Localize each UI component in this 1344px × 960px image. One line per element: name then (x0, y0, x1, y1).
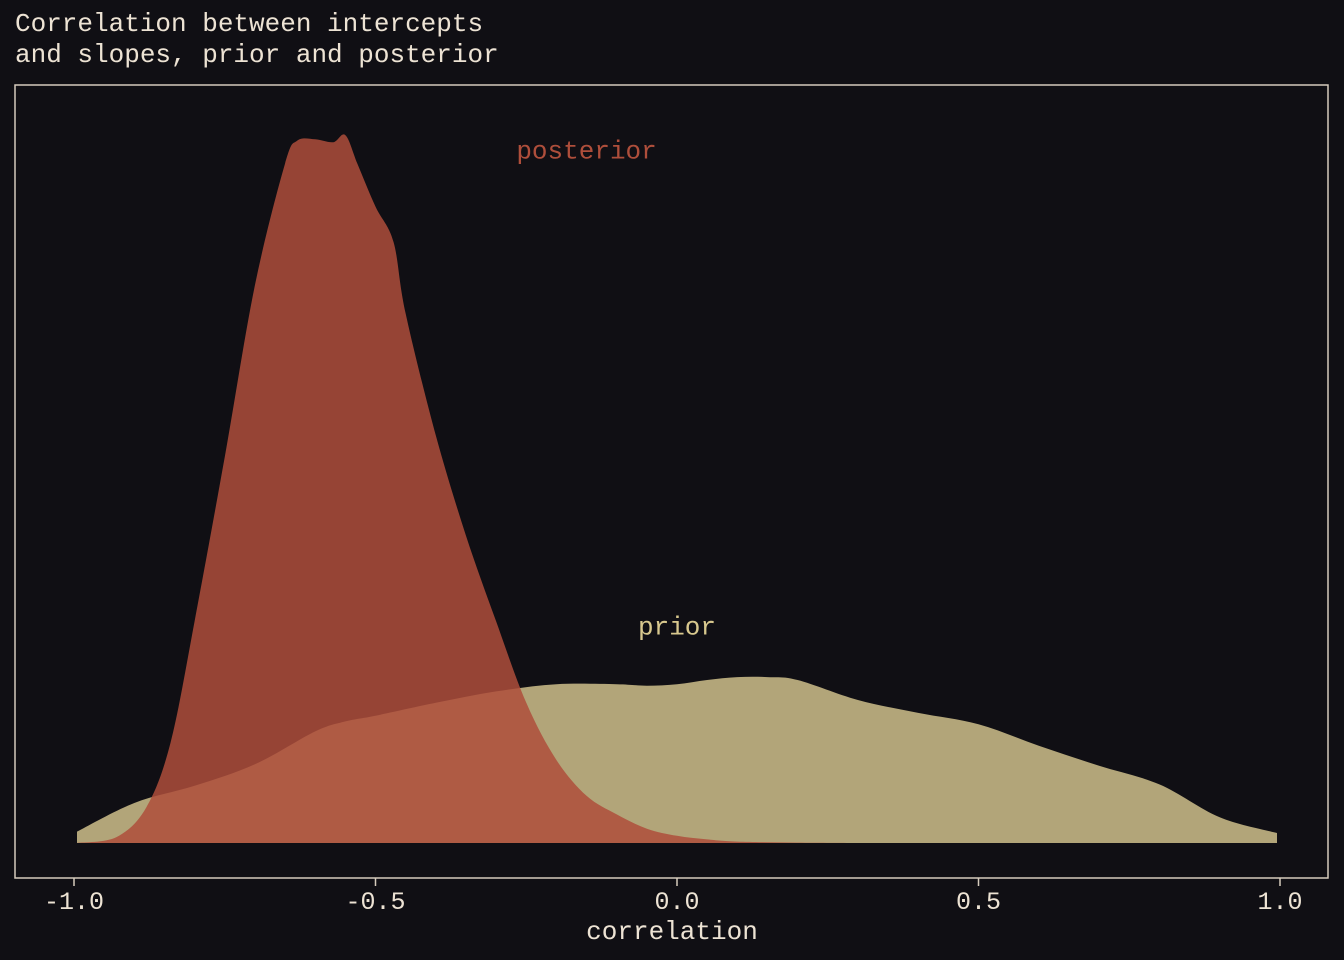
x-axis: -1.0 -0.5 0.0 0.5 1.0 (44, 878, 1303, 917)
density-areas (77, 134, 1277, 843)
x-tick-label: 1.0 (1257, 888, 1302, 917)
x-tick-label: -1.0 (44, 888, 104, 917)
series-label-posterior: posterior (516, 136, 656, 166)
x-tick-label: 0.0 (654, 888, 699, 917)
x-tick-label: -0.5 (345, 888, 405, 917)
chart-title-line-2: and slopes, prior and posterior (15, 40, 499, 70)
x-axis-label: correlation (586, 917, 758, 947)
plot-panel (14, 84, 1329, 879)
series-annotations: posterior prior (516, 136, 716, 642)
chart-title-line-1: Correlation between intercepts (15, 9, 483, 39)
density-area-posterior (77, 134, 858, 843)
series-label-prior: prior (638, 613, 716, 643)
x-tick-label: 0.5 (956, 888, 1001, 917)
